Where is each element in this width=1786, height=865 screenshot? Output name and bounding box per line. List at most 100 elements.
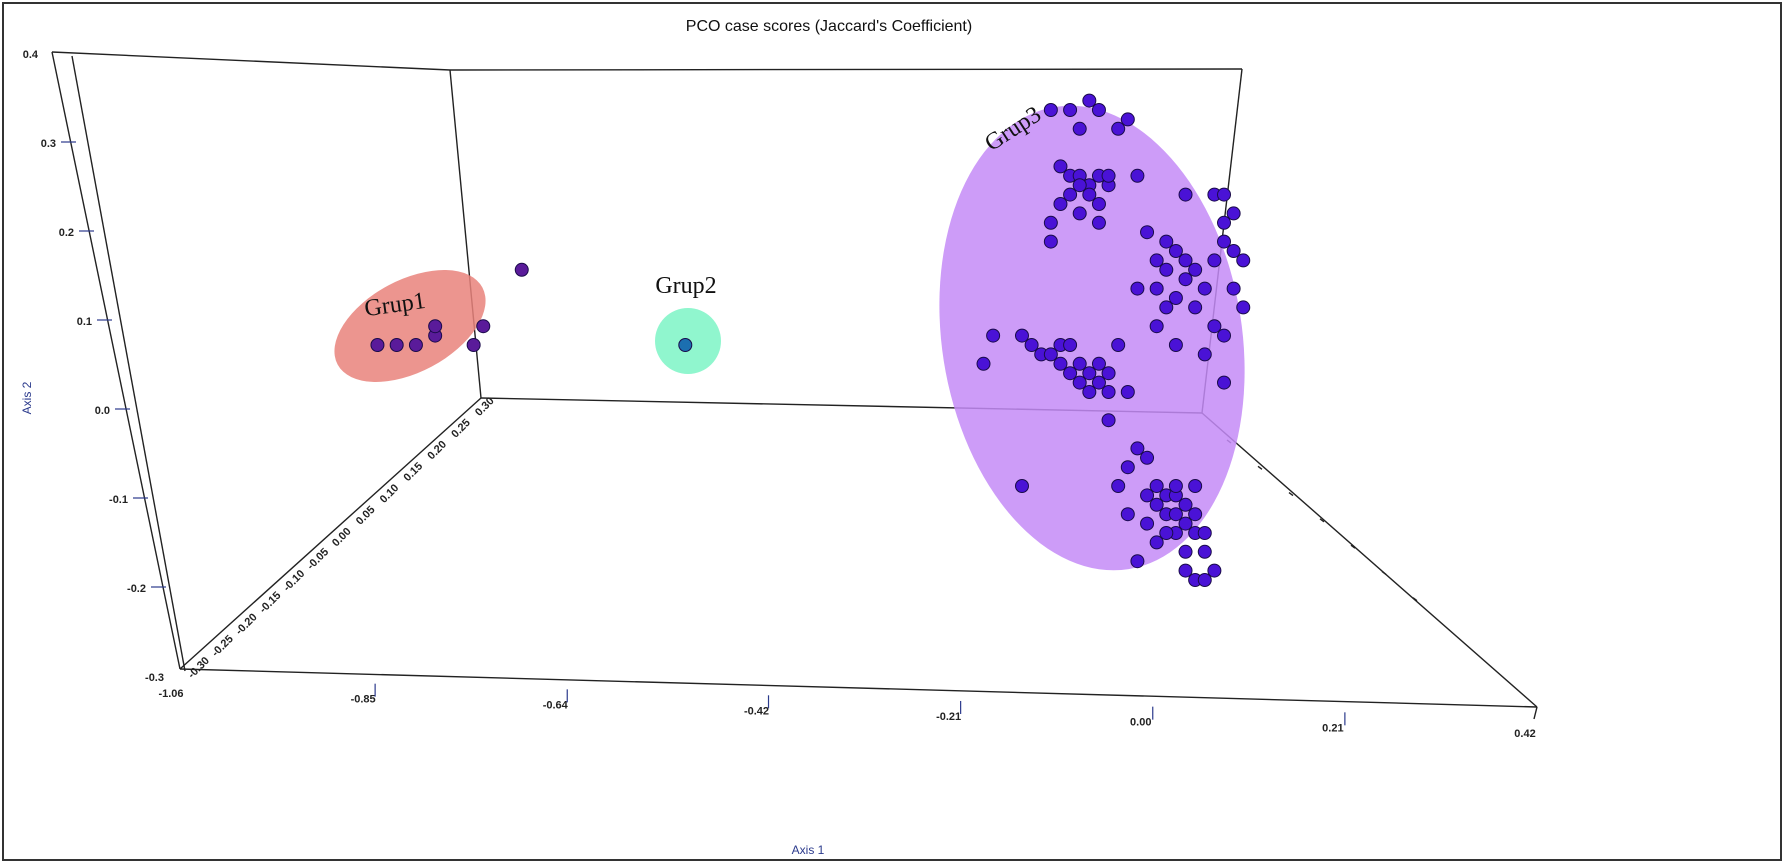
grup1-ellipse bbox=[334, 270, 486, 382]
plot-axes: -0.3 -0.2 -0.1 0.0 0.1 0.2 0.3 0.4 -1.06 -0.85 -0.… bbox=[23, 49, 1536, 740]
grup3-point bbox=[1178, 272, 1193, 287]
grup3-point bbox=[1168, 338, 1183, 352]
pco-3d-scatter-chart: PCO case scores (Jaccard's Coefficient) … bbox=[20, 18, 1538, 857]
chart-title: PCO case scores (Jaccard's Coefficient) bbox=[686, 18, 972, 35]
grup3-point bbox=[1178, 253, 1193, 268]
z-tick-label: 0.15 bbox=[402, 460, 426, 484]
grup3-point bbox=[1197, 544, 1212, 559]
grup3-point bbox=[1053, 159, 1068, 174]
grup3-point bbox=[1168, 479, 1183, 493]
z-tick-label: 0.00 bbox=[330, 526, 354, 550]
grup3-point bbox=[1168, 507, 1183, 522]
grup3-point bbox=[1130, 168, 1145, 183]
z-tick-label: 0.20 bbox=[425, 439, 449, 463]
grup3-point bbox=[1236, 300, 1251, 315]
grup3-point bbox=[1197, 281, 1212, 296]
grup3-point bbox=[1149, 479, 1164, 493]
z-tick-label: -0.10 bbox=[281, 568, 307, 594]
grup3-point bbox=[1217, 234, 1232, 249]
grup1-point bbox=[428, 319, 443, 334]
y-axis-label: Axis 2 bbox=[20, 381, 34, 414]
grup3-point bbox=[1111, 338, 1126, 352]
grup3-point bbox=[1178, 544, 1193, 559]
grup3-point bbox=[976, 356, 991, 371]
grup3-point bbox=[1043, 103, 1058, 117]
grup3-point bbox=[1082, 93, 1097, 108]
grup3-point bbox=[1178, 497, 1193, 512]
grup3-point bbox=[1072, 375, 1087, 390]
box-edge-10 bbox=[1533, 706, 1538, 720]
y-tick-label: -0.1 bbox=[109, 494, 128, 506]
grup3-point bbox=[1072, 206, 1087, 221]
box-edge-8 bbox=[71, 55, 186, 672]
y-tick-label: 0.1 bbox=[77, 316, 92, 328]
z-tick-label: 0.05 bbox=[354, 504, 378, 528]
grup3-point bbox=[1159, 526, 1174, 540]
z-tick-label: -0.20 bbox=[233, 611, 259, 637]
x-tick-label: -0.42 bbox=[744, 705, 769, 717]
grup3-point bbox=[1188, 262, 1203, 277]
grup3-point bbox=[1178, 187, 1193, 202]
grup3-point bbox=[1091, 103, 1106, 117]
grup1-point bbox=[389, 338, 404, 352]
grup3-point bbox=[1043, 347, 1058, 362]
grup3-point bbox=[1188, 300, 1203, 315]
grup3-point bbox=[1063, 338, 1078, 352]
grup3-ellipse bbox=[939, 105, 1245, 571]
y-tick-label: 0.3 bbox=[41, 138, 56, 150]
box-edge-6 bbox=[179, 668, 1538, 708]
grup3-point bbox=[1197, 573, 1212, 587]
y-tick-label: -0.3 bbox=[145, 672, 164, 684]
x-axis-label: Axis 1 bbox=[792, 843, 825, 857]
data-points bbox=[370, 93, 1251, 587]
x-tick-label: -0.21 bbox=[936, 711, 961, 723]
grup3-point bbox=[1217, 187, 1232, 202]
grup3-point bbox=[1063, 366, 1078, 381]
grup3-point bbox=[1207, 253, 1222, 268]
grup3-point bbox=[1072, 121, 1087, 136]
z-tick-mark bbox=[1381, 570, 1387, 575]
grup3-point bbox=[1101, 168, 1116, 183]
x-tick-label: -1.06 bbox=[158, 688, 183, 700]
z-tick-label: -0.30 bbox=[186, 655, 212, 681]
grup3-point bbox=[1140, 516, 1155, 531]
grup3-point bbox=[1140, 488, 1155, 503]
grup3-point bbox=[1226, 281, 1241, 296]
grup3-point bbox=[1120, 112, 1135, 127]
z-tick-label: -0.25 bbox=[210, 633, 236, 659]
grup3-point bbox=[1082, 366, 1097, 381]
grup3-point bbox=[1072, 356, 1087, 371]
z-tick-mark bbox=[1319, 518, 1325, 523]
y-tick-label: 0.0 bbox=[95, 405, 110, 417]
grup3-point bbox=[986, 328, 1001, 343]
grup3-point bbox=[1217, 328, 1232, 343]
grup3-point bbox=[1014, 479, 1029, 493]
grup1-point bbox=[466, 338, 481, 352]
grup1-point bbox=[514, 262, 529, 277]
grup3-point bbox=[1091, 215, 1106, 230]
grup3-point bbox=[1226, 206, 1241, 221]
z-tick-mark bbox=[1350, 544, 1356, 549]
grup3-point bbox=[1178, 563, 1193, 578]
z-tick-label: -0.15 bbox=[257, 590, 283, 616]
grup3-point bbox=[1207, 563, 1222, 578]
grup3-point bbox=[1063, 187, 1078, 202]
grup3-point bbox=[1024, 338, 1039, 352]
grup3-point bbox=[1082, 187, 1097, 202]
grup1-point bbox=[476, 319, 491, 334]
grup3-point bbox=[1101, 366, 1116, 381]
grup3-point bbox=[1149, 253, 1164, 268]
y-tick-label: -0.2 bbox=[127, 583, 146, 595]
z-tick-mark bbox=[1412, 597, 1418, 602]
grup3-point bbox=[1120, 460, 1135, 475]
grup3-point bbox=[1217, 375, 1232, 390]
grup3-point bbox=[1053, 197, 1068, 211]
z-tick-mark bbox=[1257, 465, 1263, 470]
grup3-point bbox=[1091, 375, 1106, 390]
grup3-point bbox=[1159, 300, 1174, 315]
grup3-point bbox=[1159, 262, 1174, 277]
grup2-label: Grup2 bbox=[655, 273, 716, 299]
grup3-point bbox=[1063, 103, 1078, 117]
z-tick-mark bbox=[1288, 492, 1294, 497]
